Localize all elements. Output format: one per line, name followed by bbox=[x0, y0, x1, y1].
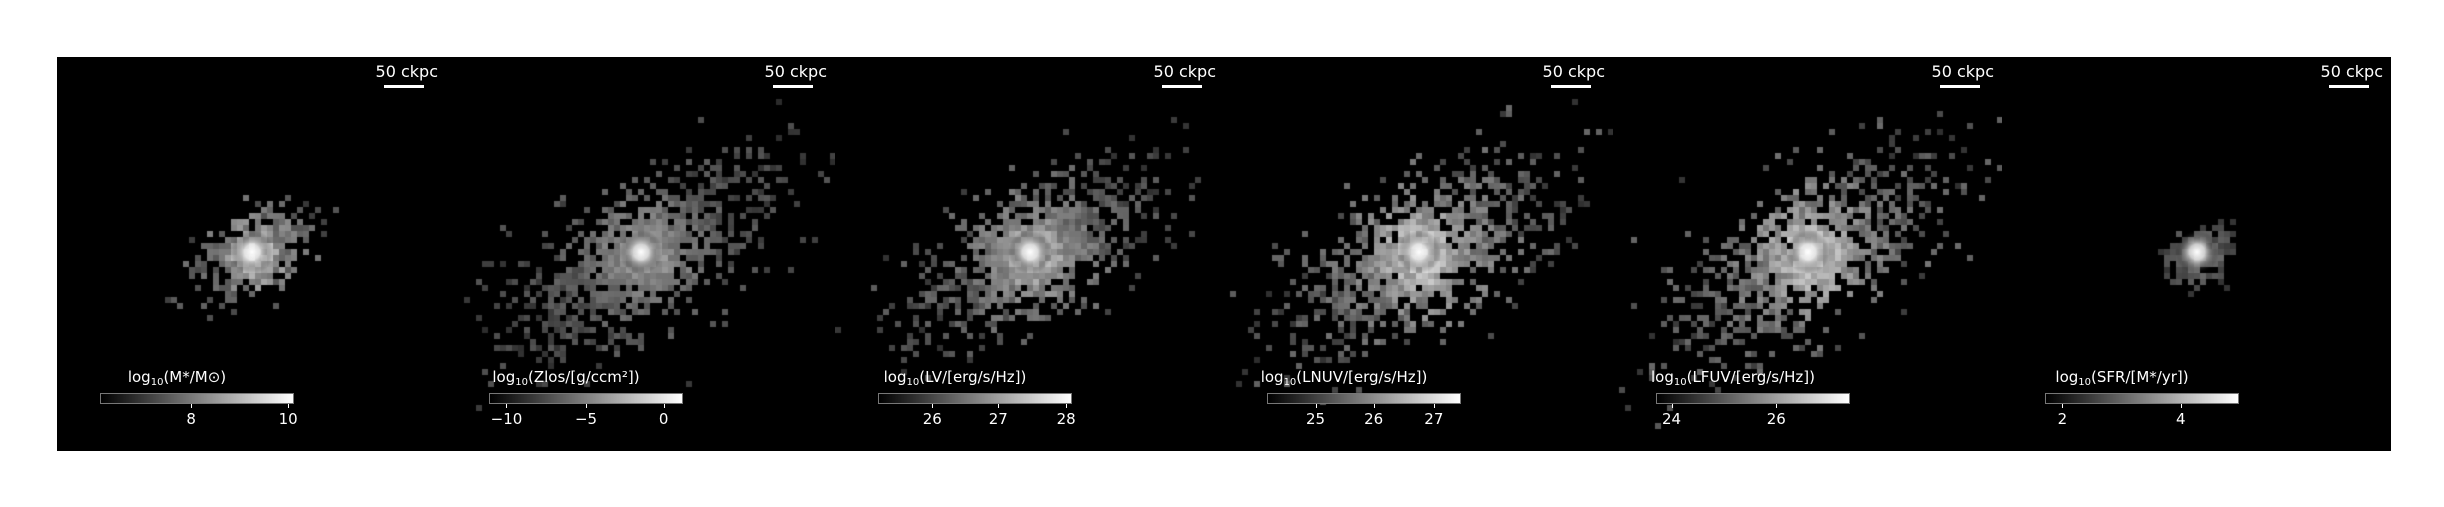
colorbar-label: log10(M*/M⊙) bbox=[127, 368, 227, 389]
nuv-panel: 50 ckpc log10(LNUV/[erg/s/Hz]) 25 26 27 bbox=[1224, 57, 1613, 451]
colorbar-tick-label: 24 bbox=[1661, 410, 1682, 428]
colorbar-tick bbox=[932, 404, 934, 408]
colorbar-tick-label: 10 bbox=[278, 410, 298, 428]
colorbar-tick-label: 28 bbox=[1056, 410, 1076, 428]
colorbar bbox=[1656, 393, 1850, 404]
colorbar-tick bbox=[586, 404, 587, 408]
colorbar-tick-label: 27 bbox=[1424, 410, 1444, 428]
scale-bar-label: 50 ckpc bbox=[1542, 62, 1605, 81]
v-band-panel: 50 ckpc log10(LV/[erg/s/Hz]) 26 27 28 bbox=[835, 57, 1224, 451]
colorbar-tick bbox=[1066, 404, 1068, 408]
colorbar-tick-label: −10 bbox=[490, 410, 523, 428]
colorbar bbox=[489, 393, 683, 404]
colorbar-label: log10(Zlos/[g/ccm²]) bbox=[492, 368, 640, 389]
scale-bar-label: 50 ckpc bbox=[764, 62, 827, 81]
scale-bar bbox=[2329, 85, 2369, 88]
colorbar-label: log10(LFUV/[erg/s/Hz]) bbox=[1650, 368, 1816, 389]
colorbar-tick-label: −5 bbox=[574, 410, 598, 428]
scale-bar bbox=[384, 85, 424, 88]
scale-bar bbox=[1162, 85, 1202, 88]
colorbar-tick bbox=[506, 404, 508, 408]
scale-bar-label: 50 ckpc bbox=[375, 62, 438, 81]
scale-bar-label: 50 ckpc bbox=[1931, 62, 1994, 81]
colorbar-tick-label: 4 bbox=[2176, 410, 2186, 428]
colorbar bbox=[878, 393, 1072, 404]
scale-bar bbox=[1551, 85, 1591, 88]
colorbar-tick bbox=[288, 404, 290, 408]
scale-bar bbox=[773, 85, 813, 88]
sfr-panel: 50 ckpc log10(SFR/[M*/yr]) 2 4 bbox=[2002, 57, 2391, 451]
stellar-mass-panel: 50 ckpc log10(M*/M⊙) 8 10 bbox=[57, 57, 446, 451]
colorbar-label: log10(LNUV/[erg/s/Hz]) bbox=[1260, 368, 1428, 389]
colorbar-tick-label: 26 bbox=[1766, 410, 1786, 428]
colorbar-tick-label: 8 bbox=[186, 410, 196, 428]
v-band-map bbox=[835, 57, 1224, 451]
colorbar-tick bbox=[998, 404, 1000, 408]
nuv-map bbox=[1224, 57, 1613, 451]
image-strip: 50 ckpc log10(M*/M⊙) 8 10 50 ckpc log10(Z… bbox=[57, 57, 2391, 451]
scale-bar-label: 50 ckpc bbox=[1153, 62, 1216, 81]
fuv-panel: 50 ckpc log10(LFUV/[erg/s/Hz]) 24 26 bbox=[1613, 57, 2002, 451]
colorbar-label: log10(SFR/[M*/yr]) bbox=[2055, 368, 2189, 389]
metallicity-panel: 50 ckpc log10(Zlos/[g/ccm²]) −10 −5 0 bbox=[446, 57, 835, 451]
colorbar-tick-label: 26 bbox=[922, 410, 942, 428]
colorbar-tick-label: 25 bbox=[1305, 410, 1326, 428]
colorbar bbox=[100, 393, 294, 404]
colorbar-tick bbox=[1776, 404, 1778, 408]
scale-bar-label: 50 ckpc bbox=[2320, 62, 2383, 81]
colorbar-tick bbox=[1373, 404, 1375, 408]
colorbar-tick-label: 2 bbox=[2057, 410, 2068, 428]
colorbar-tick-label: 0 bbox=[658, 410, 669, 428]
colorbar-tick bbox=[1671, 404, 1673, 408]
colorbar-tick bbox=[191, 404, 193, 408]
colorbar-tick-label: 26 bbox=[1364, 410, 1384, 428]
sfr-map bbox=[2002, 57, 2391, 451]
colorbar-tick-label: 27 bbox=[988, 410, 1008, 428]
metallicity-map bbox=[446, 57, 835, 451]
colorbar-tick bbox=[2062, 404, 2064, 408]
scale-bar bbox=[1940, 85, 1980, 88]
colorbar-tick bbox=[663, 404, 665, 408]
colorbar bbox=[2045, 393, 2239, 404]
stellar-mass-map bbox=[57, 57, 446, 451]
colorbar-tick bbox=[2180, 404, 2182, 408]
colorbar-tick bbox=[1433, 404, 1435, 408]
fuv-map bbox=[1613, 57, 2002, 451]
colorbar-label: log10(LV/[erg/s/Hz]) bbox=[883, 368, 1027, 389]
colorbar bbox=[1267, 393, 1461, 404]
colorbar-tick bbox=[1315, 404, 1317, 408]
